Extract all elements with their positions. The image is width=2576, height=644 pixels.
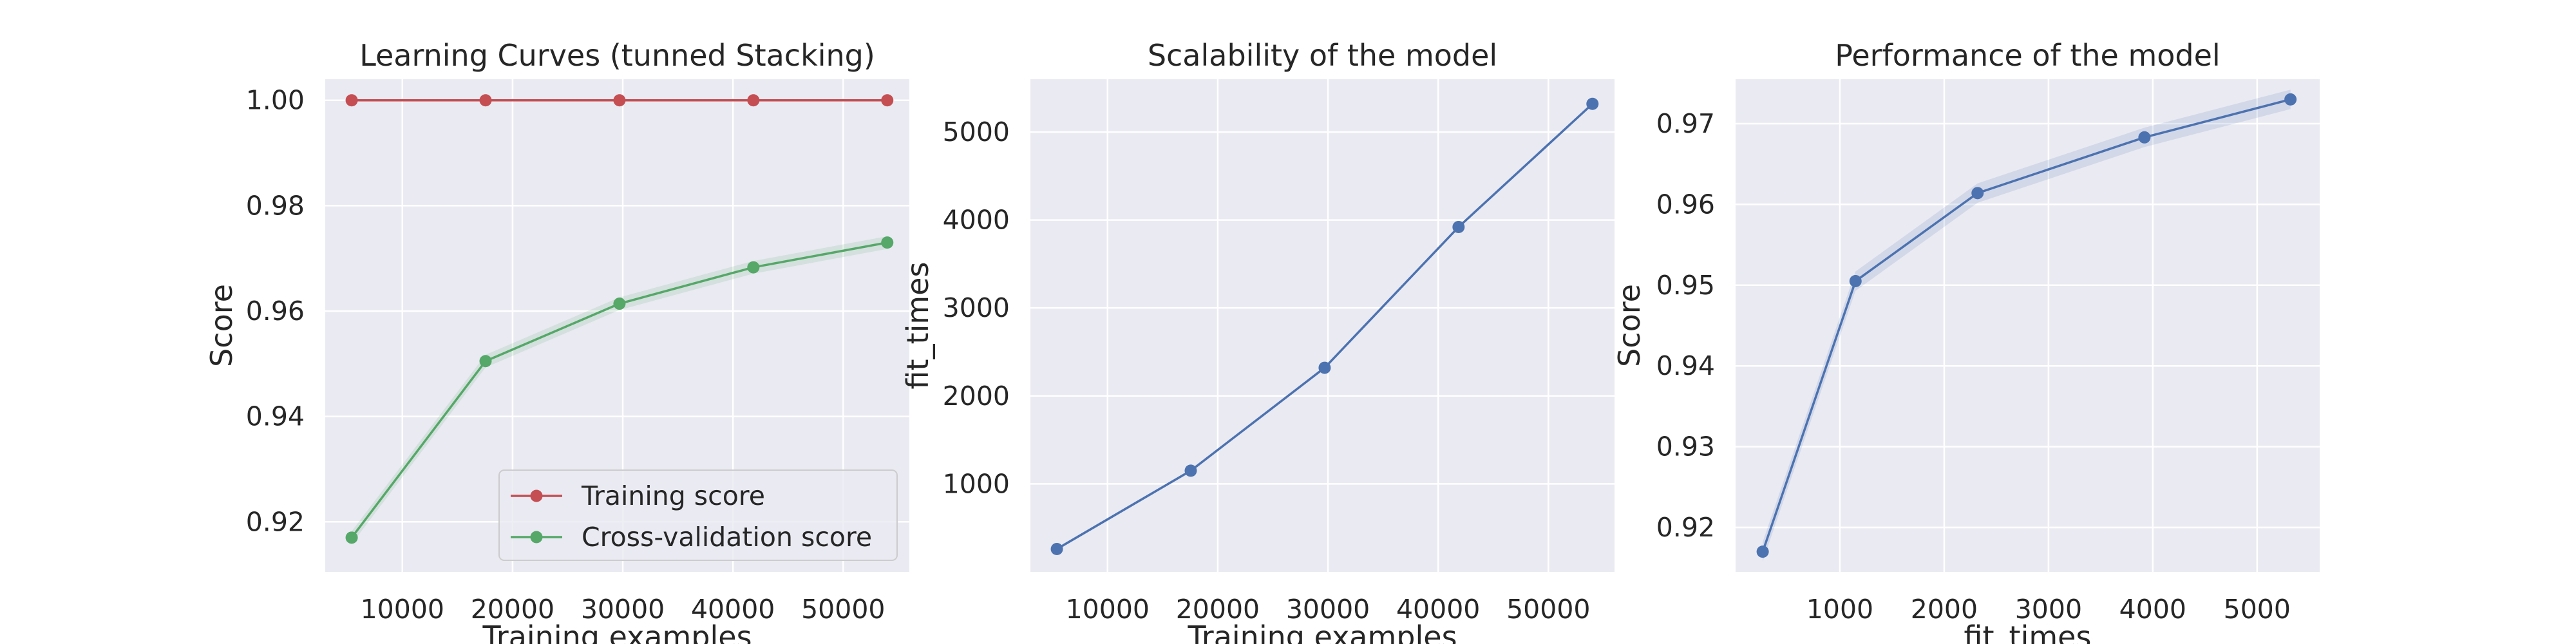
x-axis-label: Training examples: [1187, 620, 1457, 644]
x-tick-label: 20000: [471, 594, 554, 625]
x-tick-label: 40000: [1396, 594, 1480, 625]
data-point: [345, 94, 358, 107]
legend-marker: [530, 489, 543, 502]
y-tick-label: 2000: [943, 381, 1010, 412]
data-point: [2138, 131, 2151, 144]
y-axis-label: fit_times: [900, 262, 935, 390]
y-tick-label: 0.96: [1656, 189, 1715, 220]
x-tick-label: 2000: [1911, 594, 1978, 625]
x-tick-label: 20000: [1176, 594, 1260, 625]
x-tick-label: 10000: [1066, 594, 1150, 625]
chart-3: [1736, 79, 2320, 572]
y-tick-label: 0.94: [1656, 350, 1715, 381]
y-tick-label: 0.92: [1656, 512, 1715, 543]
x-tick-label: 50000: [1506, 594, 1590, 625]
x-tick-label: 1000: [1806, 594, 1873, 625]
data-point: [2284, 93, 2297, 106]
data-point: [747, 94, 760, 107]
data-point: [881, 236, 894, 249]
data-point: [747, 261, 760, 274]
x-tick-label: 10000: [361, 594, 444, 625]
y-tick-label: 0.92: [246, 506, 305, 537]
chart-title: Learning Curves (tunned Stacking): [359, 38, 875, 73]
legend-label: Training score: [581, 480, 765, 511]
data-point: [1318, 361, 1331, 374]
legend-box: [498, 469, 898, 561]
data-point: [345, 531, 358, 544]
x-tick-label: 3000: [2015, 594, 2082, 625]
data-point: [1849, 275, 1862, 288]
data-point: [613, 298, 626, 310]
x-tick-label: 30000: [1286, 594, 1370, 625]
x-axis-label: Training examples: [482, 620, 752, 644]
x-tick-label: 30000: [581, 594, 665, 625]
legend: Training score Cross-validation score: [498, 469, 898, 561]
y-axis-label: Score: [204, 284, 239, 367]
plot-area: [1030, 79, 1615, 572]
series-2: [345, 236, 894, 544]
chart-2: [1030, 79, 1615, 572]
y-tick-label: 0.93: [1656, 431, 1715, 462]
y-tick-label: 0.94: [246, 401, 305, 432]
y-tick-label: 3000: [943, 292, 1010, 323]
chart-title: Performance of the model: [1835, 38, 2220, 73]
data-point: [1050, 542, 1063, 555]
legend-label: Cross-validation score: [582, 522, 872, 553]
y-tick-label: 0.96: [246, 296, 305, 327]
x-axis-label: fit_times: [1964, 620, 2092, 644]
data-point: [1184, 464, 1197, 477]
data-point: [1452, 221, 1465, 233]
x-tick-label: 40000: [691, 594, 775, 625]
y-tick-label: 5000: [943, 117, 1010, 147]
data-point: [1586, 97, 1599, 110]
y-tick-label: 0.97: [1656, 108, 1715, 139]
series-1: [1756, 90, 2297, 562]
data-point: [613, 94, 626, 107]
plot-area: [1736, 79, 2320, 572]
x-tick-label: 4000: [2119, 594, 2186, 625]
y-tick-label: 1.00: [246, 85, 305, 116]
y-tick-label: 0.98: [246, 190, 305, 221]
y-axis-label: Score: [1612, 284, 1647, 367]
series-1: [345, 94, 894, 107]
y-tick-label: 0.95: [1656, 270, 1715, 301]
x-tick-label: 5000: [2224, 594, 2291, 625]
data-point: [479, 94, 492, 107]
data-point: [479, 355, 492, 368]
data-point: [1756, 545, 1769, 558]
series-1: [1050, 97, 1599, 555]
chart-title: Scalability of the model: [1148, 38, 1497, 73]
y-tick-label: 1000: [943, 468, 1010, 499]
x-tick-label: 50000: [801, 594, 885, 625]
legend-marker: [530, 531, 543, 544]
data-point: [1971, 187, 1984, 200]
data-point: [881, 94, 894, 107]
chart-1: Training score Cross-validation score: [325, 79, 909, 572]
confidence-band: [1763, 90, 2291, 562]
y-tick-label: 4000: [943, 205, 1010, 236]
